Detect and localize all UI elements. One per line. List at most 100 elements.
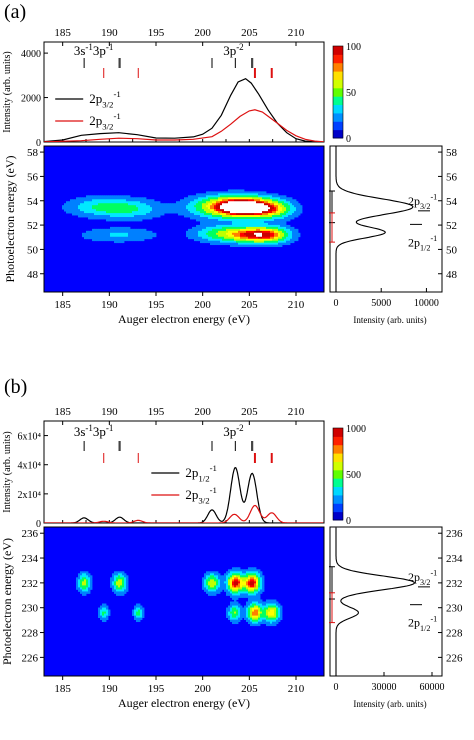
map-cell	[270, 230, 273, 234]
map-cell	[220, 575, 223, 578]
map-cell	[260, 224, 263, 228]
map-cell	[264, 613, 267, 616]
map-cell	[256, 581, 259, 584]
map-cell	[110, 238, 113, 242]
map-cell	[278, 613, 281, 616]
map-cell	[188, 205, 191, 208]
map-cell	[232, 601, 235, 604]
map-cell	[218, 583, 221, 586]
top-tick-label: 195	[148, 406, 165, 418]
map-cell	[250, 573, 253, 576]
map-cell	[236, 621, 239, 625]
map-cell	[262, 203, 265, 206]
map-cell	[146, 209, 149, 212]
map-cell	[282, 195, 285, 198]
map-cell	[210, 195, 213, 198]
map-cell	[276, 226, 279, 230]
map-cell	[238, 575, 241, 578]
map-cell	[202, 197, 205, 200]
map-cell	[68, 205, 71, 208]
map-cell	[106, 209, 109, 212]
map-cell	[262, 224, 265, 228]
map-cell	[196, 238, 199, 242]
map-cell	[286, 242, 289, 246]
map-cell	[228, 585, 231, 588]
map-cell	[108, 238, 111, 242]
map-cell	[110, 583, 113, 586]
map-cell	[142, 232, 145, 236]
map-cell	[240, 219, 243, 222]
map-cell	[230, 199, 233, 202]
map-cell	[222, 587, 225, 590]
map-cell	[118, 205, 121, 208]
map-cell	[84, 232, 87, 236]
map-cell	[202, 215, 205, 218]
map-cell	[112, 215, 115, 218]
map-cell	[126, 234, 129, 238]
map-cell	[96, 213, 99, 216]
map-cell	[146, 234, 149, 238]
map-cell	[252, 601, 255, 604]
map-cell	[216, 585, 219, 588]
map-cell	[268, 224, 271, 228]
map-cell	[270, 215, 273, 218]
map-cell	[278, 230, 281, 234]
map-cell	[270, 613, 273, 616]
map-cell	[202, 207, 205, 210]
map-cell	[258, 215, 261, 218]
map-cell	[292, 199, 295, 202]
map-cell	[268, 623, 271, 627]
map-cell	[262, 205, 265, 208]
map-cell	[264, 209, 267, 212]
map-cell	[226, 615, 229, 618]
map-cell	[128, 215, 131, 218]
map-cell	[128, 199, 131, 202]
map-cell	[294, 207, 297, 210]
map-cell	[294, 203, 297, 206]
map-cell	[90, 583, 93, 586]
map-cell	[108, 228, 111, 232]
map-cell	[262, 238, 265, 242]
colorbar-min-label: 0	[346, 516, 351, 527]
map-cell	[234, 619, 237, 623]
map-cell	[138, 609, 141, 612]
map-cell	[120, 240, 123, 244]
map-cell	[280, 242, 283, 246]
map-cell	[90, 234, 93, 238]
map-cell	[266, 193, 269, 196]
map-cell	[286, 203, 289, 206]
map-cell	[246, 619, 249, 623]
map-cell	[112, 234, 115, 238]
map-cell	[178, 207, 181, 210]
map-cell	[234, 569, 237, 572]
map-cell	[226, 242, 229, 246]
map-cell	[176, 207, 179, 210]
map-cell	[160, 211, 163, 214]
map-cell	[114, 215, 117, 218]
map-cell	[192, 230, 195, 234]
map-cell	[262, 581, 265, 584]
map-cell	[280, 195, 283, 198]
map-cell	[276, 605, 279, 608]
map-cell	[122, 232, 125, 236]
map-cell	[296, 230, 299, 234]
map-cell	[226, 585, 229, 588]
map-cell	[242, 593, 245, 596]
map-cell	[212, 577, 215, 580]
map-cell	[188, 213, 191, 216]
map-cell	[270, 238, 273, 242]
map-cell	[122, 575, 125, 578]
map-cell	[234, 593, 237, 596]
map-cell	[212, 203, 215, 206]
map-cell	[256, 571, 259, 574]
map-cell	[250, 217, 253, 220]
map-cell	[124, 234, 127, 238]
map-cell	[250, 609, 253, 612]
colorbar-segment	[333, 486, 343, 496]
map-cell	[198, 203, 201, 206]
map-cell	[270, 207, 273, 210]
map-cell	[244, 193, 247, 196]
map-cell	[152, 207, 155, 210]
map-cell	[120, 215, 123, 218]
